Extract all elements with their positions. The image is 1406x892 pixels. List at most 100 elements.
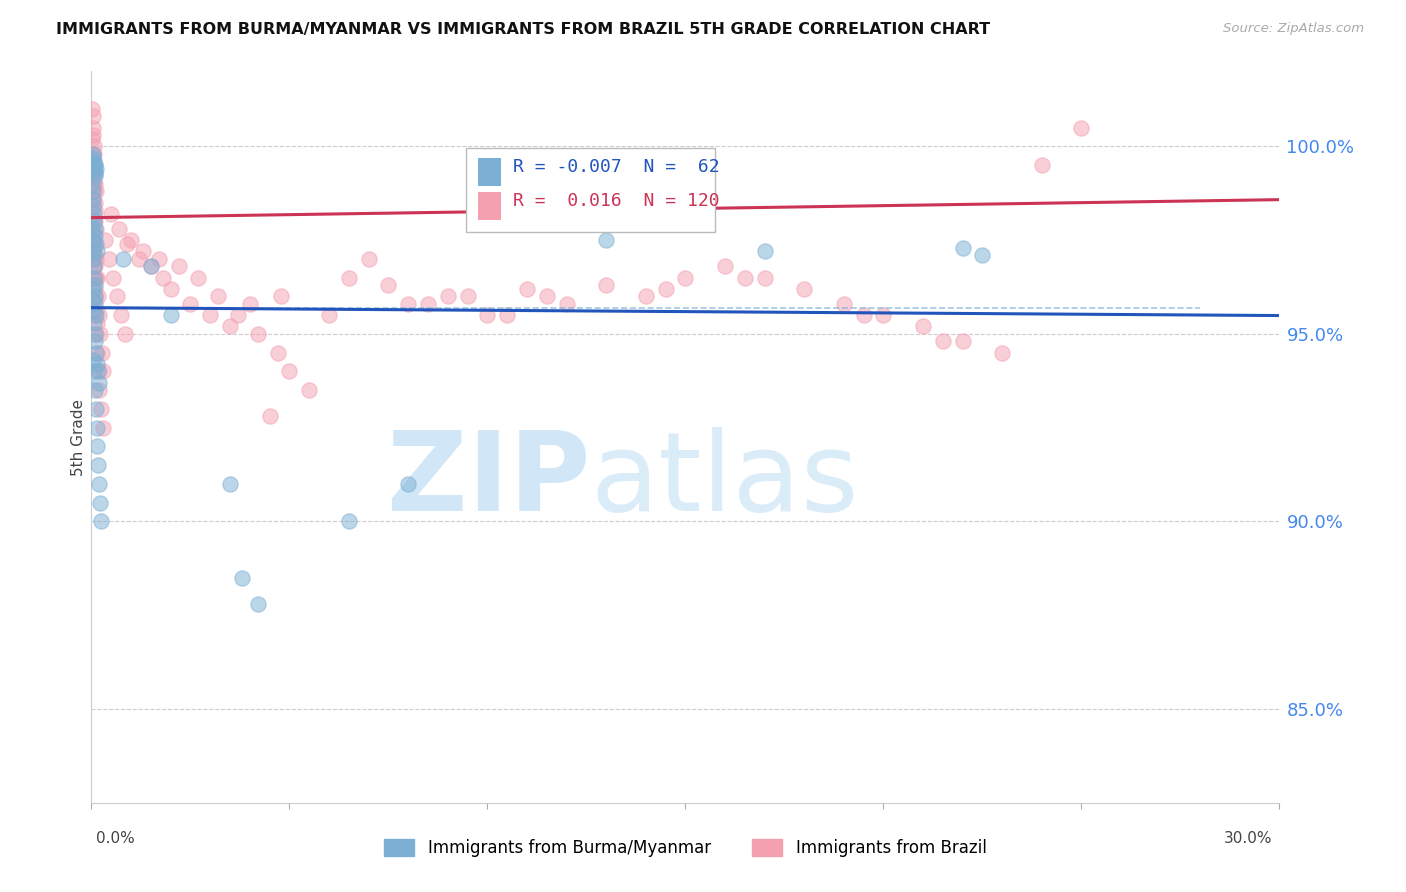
Point xyxy=(83,270,105,285)
Text: atlas: atlas xyxy=(591,427,859,534)
Point xyxy=(377,278,399,293)
Point xyxy=(83,161,105,176)
Point xyxy=(108,222,131,236)
Point xyxy=(219,319,242,334)
Text: 30.0%: 30.0% xyxy=(1225,831,1272,846)
Point xyxy=(246,326,269,341)
Point xyxy=(83,270,105,285)
Point xyxy=(357,252,380,266)
Point xyxy=(226,308,249,322)
Text: IMMIGRANTS FROM BURMA/MYANMAR VS IMMIGRANTS FROM BRAZIL 5TH GRADE CORRELATION CH: IMMIGRANTS FROM BURMA/MYANMAR VS IMMIGRA… xyxy=(56,22,990,37)
Point xyxy=(266,345,288,359)
Point xyxy=(82,233,104,247)
Point xyxy=(1031,158,1053,172)
Point xyxy=(84,289,107,303)
Text: 0.0%: 0.0% xyxy=(96,831,135,846)
Point xyxy=(278,364,301,378)
Point xyxy=(84,383,107,397)
Point xyxy=(84,252,107,266)
Point xyxy=(83,177,105,191)
Point xyxy=(952,334,974,349)
Point xyxy=(100,207,122,221)
Point xyxy=(89,496,111,510)
Point xyxy=(634,289,657,303)
Point xyxy=(90,515,112,529)
Point xyxy=(83,233,105,247)
Point xyxy=(90,401,112,416)
Point xyxy=(84,177,107,191)
Point xyxy=(82,214,104,228)
Point xyxy=(159,282,181,296)
Point xyxy=(83,316,105,330)
Point xyxy=(94,233,117,247)
Point xyxy=(82,195,104,210)
Point xyxy=(139,260,162,274)
Point xyxy=(246,597,269,611)
Point xyxy=(82,185,104,199)
Point xyxy=(87,477,110,491)
Point xyxy=(187,270,209,285)
Point xyxy=(167,260,190,274)
Point xyxy=(457,289,479,303)
Point xyxy=(86,244,108,259)
Point xyxy=(89,383,111,397)
Bar xyxy=(478,159,502,186)
Point xyxy=(83,195,105,210)
Bar xyxy=(478,192,502,219)
Point xyxy=(84,222,107,236)
Point xyxy=(83,139,105,153)
Point xyxy=(82,192,104,206)
Point xyxy=(82,252,104,266)
Point xyxy=(91,364,114,378)
Point xyxy=(872,308,894,322)
Point xyxy=(84,345,107,359)
Point xyxy=(82,236,104,251)
Point xyxy=(84,304,107,318)
Point xyxy=(84,260,107,274)
Point xyxy=(87,364,110,378)
Point xyxy=(87,289,110,303)
Point xyxy=(83,147,105,161)
Point xyxy=(101,270,124,285)
Point xyxy=(86,440,108,454)
Point xyxy=(115,236,138,251)
Point xyxy=(84,169,107,184)
Point xyxy=(555,297,578,311)
Text: R =  0.016  N = 120: R = 0.016 N = 120 xyxy=(513,192,720,210)
Point xyxy=(82,293,104,308)
Point xyxy=(98,252,121,266)
Point xyxy=(110,308,132,322)
Point xyxy=(112,252,135,266)
Point xyxy=(82,132,104,146)
Point xyxy=(595,233,617,247)
Point xyxy=(82,252,104,266)
Point xyxy=(932,334,955,349)
Point xyxy=(84,293,107,308)
Point xyxy=(337,515,360,529)
Point xyxy=(132,244,155,259)
Point xyxy=(396,297,419,311)
Point xyxy=(83,154,105,169)
Point xyxy=(82,158,104,172)
Point xyxy=(270,289,292,303)
Point xyxy=(82,158,104,172)
Point xyxy=(83,289,105,303)
Point xyxy=(84,326,107,341)
Point xyxy=(139,260,162,274)
Point xyxy=(83,166,105,180)
Point xyxy=(86,345,108,359)
Point xyxy=(84,308,107,322)
Point xyxy=(82,203,104,218)
Point xyxy=(82,120,104,135)
Point xyxy=(148,252,170,266)
Point xyxy=(87,308,110,322)
Point xyxy=(82,244,104,259)
Point xyxy=(87,458,110,473)
Point xyxy=(84,214,107,228)
Point xyxy=(82,304,104,318)
Point xyxy=(337,270,360,285)
Point xyxy=(84,248,107,262)
Point xyxy=(754,270,776,285)
Point xyxy=(595,278,617,293)
Point xyxy=(239,297,262,311)
